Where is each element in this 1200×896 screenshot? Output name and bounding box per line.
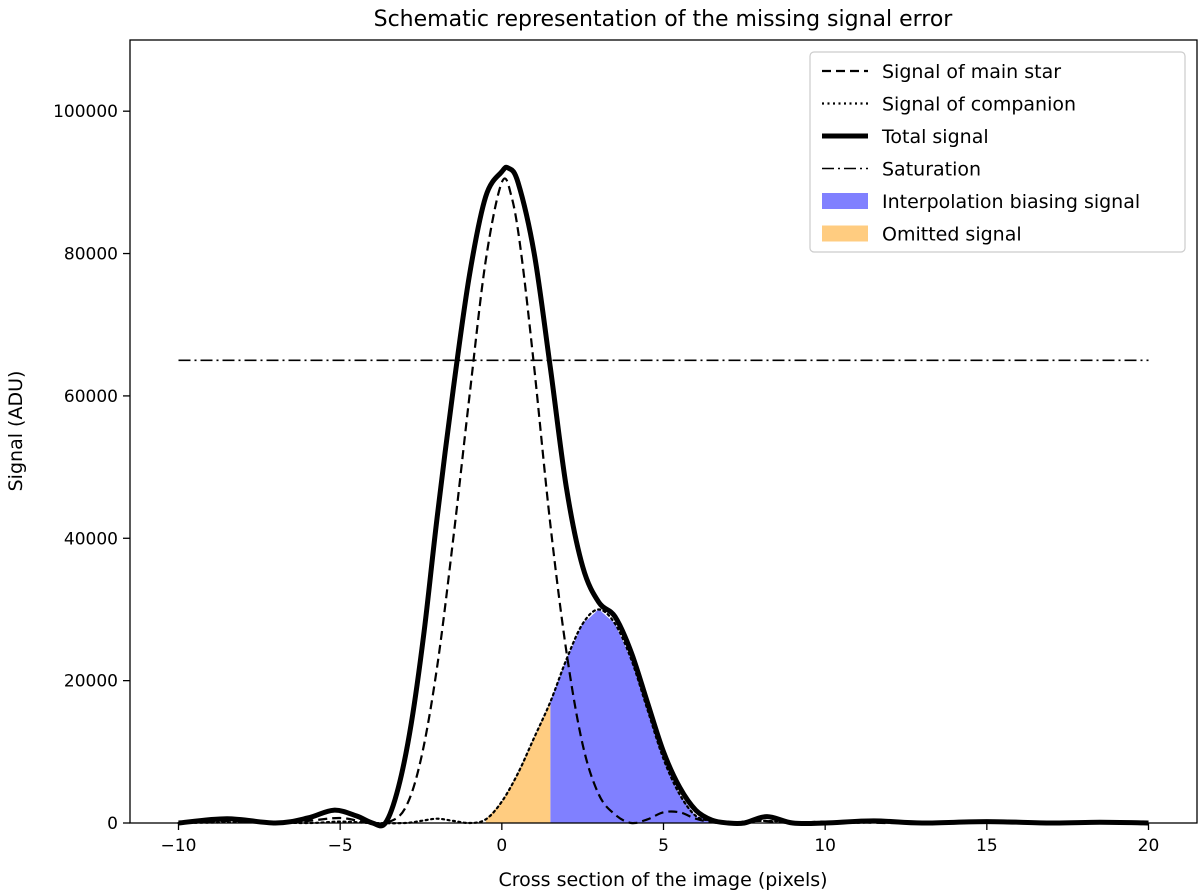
x-axis-ticks: −10 −5 0 5 10 15 20 — [161, 823, 1160, 856]
legend-box — [809, 51, 1186, 253]
legend-label-signal-of-main-star: Signal of main star — [882, 61, 1061, 83]
y-tick-label: 40000 — [64, 529, 118, 549]
y-tick-label: 20000 — [64, 672, 118, 692]
x-tick-label: 10 — [814, 836, 836, 856]
x-tick-label: 15 — [976, 836, 998, 856]
x-tick-label: 0 — [496, 836, 507, 856]
legend-label-total-signal: Total signal — [881, 126, 989, 148]
x-tick-label: 20 — [1138, 836, 1160, 856]
legend-swatch-interpolation-biasing-signal — [822, 193, 868, 209]
legend-label-saturation: Saturation — [882, 159, 981, 181]
y-tick-label: 100000 — [53, 102, 118, 122]
series-lines — [177, 164, 1150, 829]
legend-label-interpolation-biasing-signal: Interpolation biasing signal — [882, 191, 1140, 213]
x-tick-label: 5 — [658, 836, 669, 856]
legend: Signal of main star Signal of companion To… — [809, 51, 1186, 253]
y-tick-label: 80000 — [64, 245, 118, 265]
y-axis-ticks: 0 20000 40000 60000 80000 100000 — [53, 102, 130, 834]
fill-omitted-signal — [485, 702, 551, 823]
y-axis-label: Signal (ADU) — [5, 371, 27, 492]
legend-label-omitted-signal: Omitted signal — [882, 224, 1022, 246]
y-tick-label: 0 — [107, 814, 118, 834]
x-tick-label: −5 — [328, 836, 353, 856]
fill-interpolation-biasing-signal — [550, 609, 712, 823]
chart-title: Schematic representation of the missing … — [374, 7, 954, 32]
x-tick-label: −10 — [161, 836, 197, 856]
x-axis-label: Cross section of the image (pixels) — [498, 869, 827, 891]
y-tick-label: 60000 — [64, 387, 118, 407]
series-total-signal — [178, 164, 1149, 829]
series-signal-of-main-star — [178, 177, 1149, 826]
legend-label-signal-of-companion: Signal of companion — [882, 94, 1076, 116]
legend-swatch-omitted-signal — [822, 225, 868, 242]
fill-regions — [485, 609, 712, 823]
